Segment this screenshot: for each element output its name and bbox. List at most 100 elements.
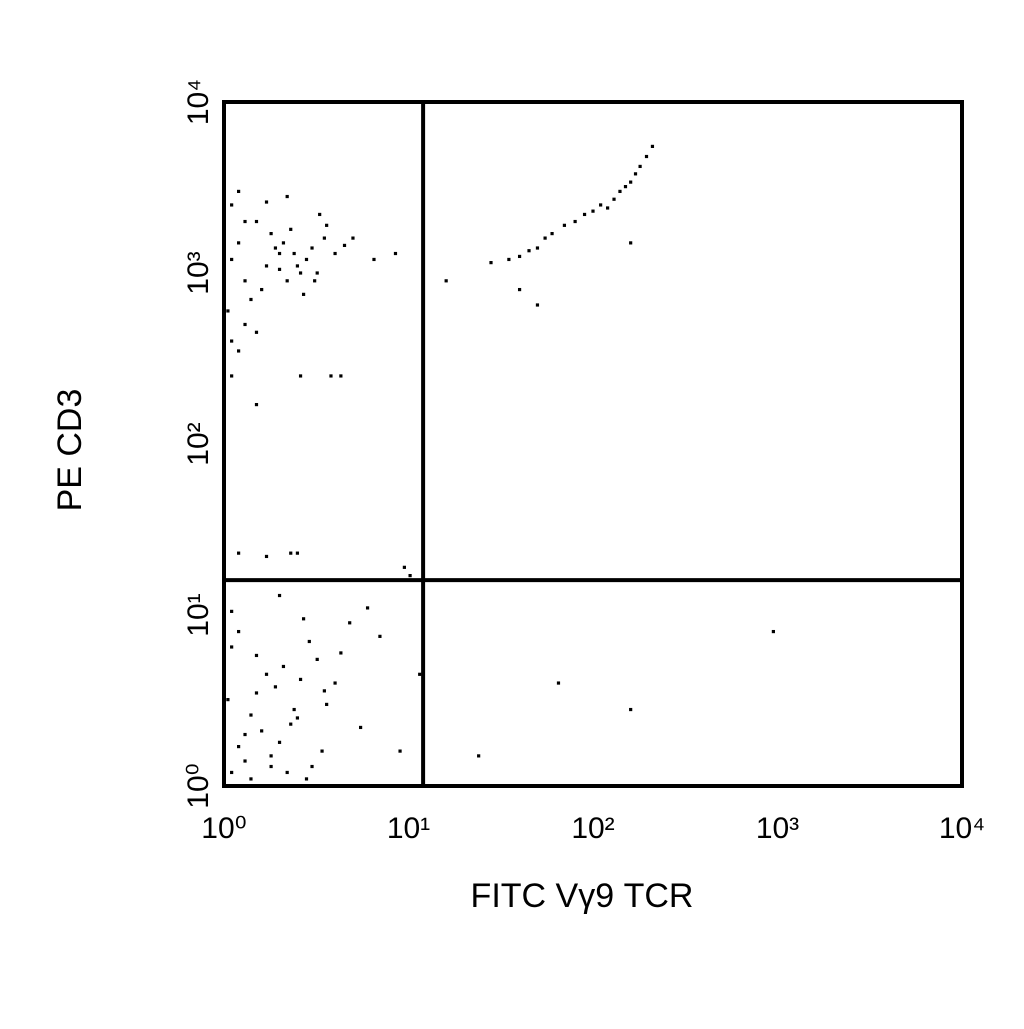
dot [650, 144, 655, 148]
dot [230, 609, 234, 613]
y-tick-label: 10² [182, 422, 215, 465]
y-tick-label: 10⁰ [182, 763, 215, 808]
dot [249, 713, 253, 717]
dot [292, 707, 296, 712]
dot [226, 698, 230, 702]
x-axis-label: FITC Vγ9 TCR [471, 877, 694, 915]
dot [254, 219, 259, 224]
dot [550, 231, 554, 236]
dot [393, 251, 398, 256]
dot [322, 689, 326, 693]
dot [264, 554, 269, 559]
dot [339, 651, 343, 655]
dot [277, 251, 282, 256]
dot [623, 185, 628, 189]
y-tick-label: 10³ [182, 251, 215, 294]
dot [254, 330, 259, 334]
dot [285, 194, 289, 199]
dot [281, 664, 286, 669]
dot [372, 257, 376, 262]
dot [315, 657, 319, 661]
dot [507, 257, 511, 262]
dot [277, 593, 282, 598]
dot [285, 770, 289, 775]
dot [295, 716, 300, 720]
dot [277, 267, 282, 271]
dot [269, 231, 273, 236]
dot [230, 339, 234, 343]
dot [237, 551, 241, 555]
dot [543, 236, 547, 240]
dot [243, 279, 247, 283]
dot [644, 154, 649, 159]
dot [358, 725, 363, 730]
dot [304, 257, 309, 262]
dot [402, 565, 406, 569]
dot [339, 374, 343, 378]
dot [295, 551, 300, 555]
dot [418, 672, 422, 676]
dot [304, 777, 309, 781]
dot [237, 241, 241, 245]
dot [517, 254, 522, 259]
dot [301, 617, 306, 621]
plot-frame [222, 100, 964, 788]
dot [573, 219, 577, 224]
x-tick-label: 10¹ [387, 812, 430, 845]
dot [264, 672, 269, 676]
dot [606, 206, 610, 210]
dot [325, 702, 329, 707]
dot [517, 287, 522, 292]
dot [318, 212, 322, 217]
dot [612, 197, 616, 201]
dot [277, 740, 282, 744]
dot [313, 279, 317, 283]
dot [629, 180, 633, 184]
y-tick-label: 10⁴ [182, 79, 215, 125]
dot [477, 754, 481, 758]
x-tick-label: 10⁰ [201, 812, 246, 845]
dot [408, 573, 412, 578]
dot [562, 223, 567, 227]
dot [298, 677, 303, 682]
dot [342, 243, 347, 248]
dot [273, 246, 278, 250]
dot [348, 621, 352, 625]
dot [582, 212, 587, 217]
dot [633, 172, 638, 176]
dot [260, 729, 264, 733]
dot [322, 236, 326, 240]
dot [289, 227, 293, 231]
dot [243, 322, 247, 327]
dot [298, 374, 303, 378]
dot [638, 164, 642, 169]
dot [230, 645, 234, 649]
dot [527, 249, 531, 253]
dot [295, 264, 300, 268]
dot [535, 303, 540, 307]
dot [310, 764, 314, 769]
dot [629, 707, 633, 712]
dot [230, 257, 234, 262]
dot [269, 764, 273, 769]
dot [230, 203, 234, 207]
dot [329, 374, 333, 378]
dot [243, 219, 247, 224]
x-tick-label: 10³ [756, 812, 799, 845]
dot [771, 629, 775, 634]
dot [264, 264, 269, 268]
dot [629, 241, 633, 245]
dot [237, 189, 241, 194]
dot [237, 349, 241, 353]
dot [254, 653, 259, 658]
dot [301, 292, 306, 296]
dot [398, 749, 402, 753]
dot [249, 777, 253, 781]
dot [351, 236, 355, 240]
dot [591, 209, 595, 213]
dot [226, 309, 230, 313]
dot [254, 691, 259, 695]
dot [237, 629, 241, 634]
